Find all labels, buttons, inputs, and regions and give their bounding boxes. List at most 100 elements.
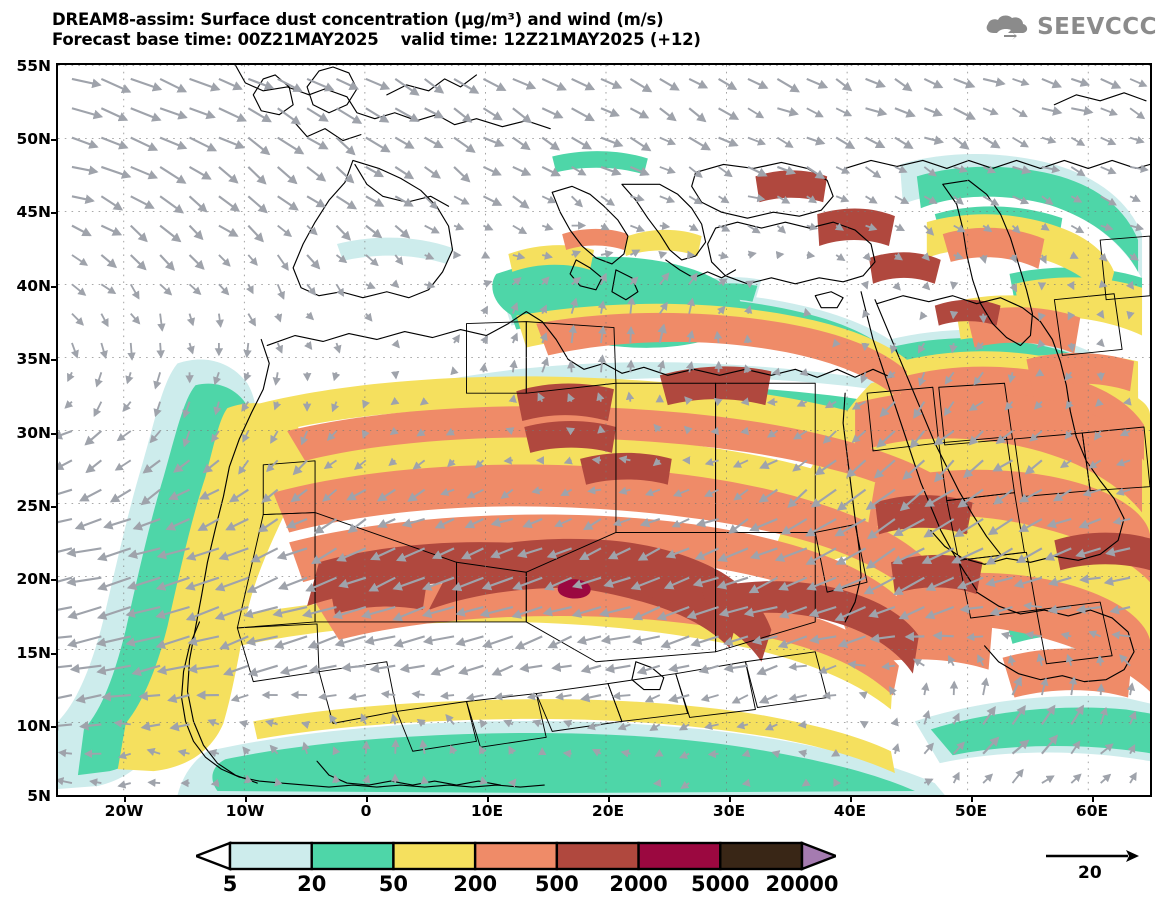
wind-arrow [142,459,161,474]
wind-arrow [1012,195,1030,205]
xtick-mark [850,795,852,802]
colorbar-block[interactable] [637,841,722,871]
wind-arrow [747,193,766,203]
title-line-1: DREAM8-assim: Surface dust concentration… [52,10,664,29]
wind-arrow [449,744,458,755]
wind-arrow [1088,459,1102,469]
wind-arrow [482,77,507,92]
wind-arrow [778,606,808,619]
wind-arrow [659,166,676,175]
colorbar[interactable] [196,841,836,871]
wind-arrow [394,166,415,180]
wind-arrow [663,576,690,590]
wind-arrow [1100,107,1118,116]
wind-arrow [100,224,123,236]
colorbar-block[interactable] [310,841,395,871]
wind-arrow [982,705,996,725]
wind-arrow [1037,339,1046,349]
colorbar-block[interactable] [473,841,559,871]
wind-arrow [1039,254,1047,265]
wind-arrow [1128,771,1137,784]
wind-arrow [625,391,635,402]
wind-arrow [744,305,753,314]
wind-arrow [567,393,576,403]
wind-arrow [211,430,220,443]
colorbar-block[interactable] [719,841,804,871]
wind-arrow [921,547,955,565]
colorbar-block[interactable] [228,841,313,871]
wind-arrow [185,606,220,622]
wind-arrow [482,195,503,206]
wind-arrow [450,366,459,376]
colorbar-svg[interactable] [196,841,836,871]
wind-arrow [934,459,955,483]
wind-arrow [365,136,391,153]
colorbar-block[interactable] [392,841,477,871]
wind-arrow [424,252,435,260]
ytick-label: 20N [16,570,51,589]
wind-arrow [704,488,719,497]
wind-arrow [71,77,102,89]
wind-arrow [992,459,1014,472]
wind-arrow [728,518,749,534]
wind-arrow [600,165,622,176]
map-plot-area[interactable]: 55N 50N 45N 40N 35N 30N 25N 20N 15N 10N … [16,57,1152,820]
wind-arrow [58,664,73,669]
wind-arrow [982,223,993,233]
wind-arrow [868,606,896,619]
wind-arrow [424,78,445,94]
wind-arrow [959,603,984,614]
wind-arrow [479,362,488,373]
wind-arrow [797,720,807,729]
wind-arrow [542,605,572,617]
wind-arrow [481,251,491,259]
wind-arrow [764,722,778,731]
wind-arrow [390,396,400,406]
colorbar-block[interactable] [555,841,640,871]
wind-arrow [630,194,645,203]
wind-arrow [894,223,906,232]
wind-arrow [692,576,719,588]
wind-arrow [598,605,631,618]
wind-arrow [197,518,220,531]
wind-arrow [541,195,557,204]
wind-arrow [230,694,249,703]
wind-arrow [1109,604,1131,615]
wind-arrow [778,576,808,591]
wind-arrow [924,488,955,507]
xtick-mark [124,795,126,802]
wind-arrow [247,107,272,123]
wind-arrow [716,305,726,315]
xtick-label: 0 [360,802,372,820]
wind-arrow [718,278,728,287]
wind-arrow [223,664,249,677]
wind-arrow [718,251,729,260]
wind-arrow [419,739,428,754]
wind-arrow [717,547,749,562]
wind-arrow [416,718,426,728]
wind-arrow [285,518,308,529]
wind-arrow [67,606,102,620]
wind-arrow [100,254,118,269]
wind-arrow [893,252,903,261]
xtick-mark [608,795,610,802]
wind-arrow [434,518,455,529]
wind-arrow [1071,106,1094,116]
wind-arrow [1011,704,1026,725]
wind-arrow [364,312,373,322]
ytick-label: 40N [16,276,51,295]
wind-arrow [306,77,335,92]
colorbar-tick-label: 5000 [691,872,750,896]
dust-concentration-map[interactable] [58,65,1150,795]
wind-arrow [1070,77,1091,87]
wind-arrow [947,654,956,667]
ytick-label: 55N [16,56,51,75]
xtick-mark [729,795,731,802]
wind-arrow [1041,734,1059,755]
wind-arrow [688,195,703,205]
wind-arrow [188,254,205,270]
wind-arrow [332,606,367,620]
wind-arrow [58,777,73,786]
wind-arrow [335,224,352,241]
wind-arrow [894,136,914,149]
